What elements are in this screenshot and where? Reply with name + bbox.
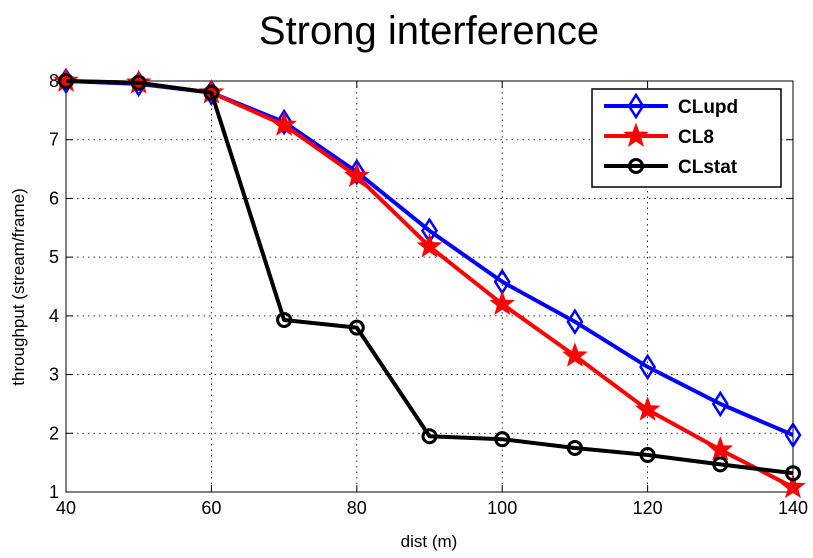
data-point — [639, 353, 657, 381]
chart-title: Strong interference — [259, 9, 599, 53]
data-point — [348, 319, 365, 336]
y-tick-label: 5 — [49, 247, 59, 267]
grid — [66, 81, 793, 492]
series-line — [65, 79, 794, 476]
y-tick-label: 6 — [49, 188, 59, 208]
data-point — [780, 473, 806, 499]
data-point — [639, 447, 656, 464]
series-layer — [53, 67, 806, 499]
y-tick-label: 8 — [49, 71, 59, 91]
x-tick-label: 140 — [778, 498, 808, 518]
series-clstat — [58, 73, 801, 482]
data-point — [562, 342, 588, 367]
y-tick-label: 7 — [49, 130, 59, 150]
data-point — [275, 108, 293, 136]
data-point — [566, 308, 584, 336]
x-tick-label: 120 — [633, 498, 663, 518]
x-tick-label: 80 — [347, 498, 367, 518]
data-point — [784, 421, 802, 449]
legend-item-clupd: CLupd — [604, 92, 738, 120]
x-tick-label: 100 — [487, 498, 517, 518]
data-point — [711, 390, 729, 418]
x-tick-label: 40 — [56, 498, 76, 518]
data-point — [276, 311, 293, 328]
axis-ticks: 40 60 80 100 120 140 1 2 3 4 5 6 7 8 — [49, 71, 808, 518]
data-point — [348, 158, 366, 186]
data-point — [58, 73, 74, 89]
legend-marker — [628, 158, 644, 174]
data-point — [634, 396, 661, 421]
legend-marker — [627, 92, 645, 120]
legend-label: CLupd — [678, 97, 738, 118]
data-point — [785, 465, 801, 482]
x-axis-label: dist (m) — [401, 532, 458, 551]
data-point — [130, 74, 147, 91]
plot-frame — [65, 80, 794, 493]
y-tick-label: 1 — [49, 482, 59, 502]
x-tick-label: 60 — [201, 498, 221, 518]
legend-label: CLstat — [678, 157, 738, 178]
data-point — [494, 431, 511, 448]
legend: CLupd CL8 CLstat — [591, 88, 782, 188]
data-point — [489, 290, 515, 315]
data-point — [271, 111, 297, 136]
data-point — [712, 456, 729, 473]
data-point — [344, 162, 370, 187]
data-point — [421, 428, 438, 445]
legend-marker — [623, 122, 649, 147]
data-point — [416, 233, 443, 258]
data-point — [566, 439, 583, 456]
legend-label: CL8 — [678, 127, 714, 148]
legend-item-clstat: CLstat — [604, 157, 738, 178]
y-axis-label: throughput (stream/frame) — [9, 188, 28, 385]
legend-item-cl8: CL8 — [604, 122, 714, 148]
y-tick-label: 2 — [49, 423, 59, 443]
data-point — [707, 436, 734, 461]
y-tick-label: 4 — [49, 306, 59, 326]
data-point — [203, 84, 220, 101]
y-tick-label: 3 — [49, 365, 59, 385]
